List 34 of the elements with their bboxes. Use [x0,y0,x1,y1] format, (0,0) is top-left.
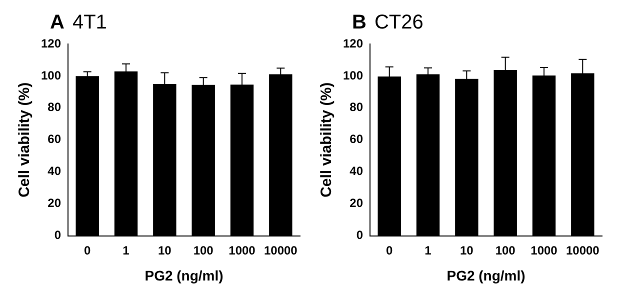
x-tick-label: 1000 [228,243,256,258]
y-axis-title: Cell viability (%) [318,82,336,198]
y-tick-label: 40 [350,164,364,178]
chart-title: CT26 [374,12,424,34]
chart-title: 4T1 [72,12,107,34]
x-tick-label: 10 [460,243,474,258]
y-tick-label: 60 [350,132,364,146]
y-tick-label: 0 [54,228,62,242]
text: A [50,12,64,34]
x-axis-title: PG2 (ng/ml) [446,267,526,284]
x-tick-label: 0 [386,243,394,258]
x-tick-label: 0 [84,243,92,258]
x-axis-title: PG2 (ng/ml) [144,267,224,284]
x-tick-label: 100 [495,243,516,258]
x-tick-label: 100 [193,243,214,258]
y-tick-label: 120 [342,36,364,50]
y-tick-label: 0 [356,228,364,242]
y-tick-label: 60 [48,132,62,146]
y-axis-title: Cell viability (%) [16,82,34,198]
x-tick-label: 10 [158,243,172,258]
x-tick-label: 1000 [530,243,558,258]
x-tick-label: 1 [122,243,130,258]
y-tick-label: 100 [342,68,364,82]
y-tick-label: 20 [350,196,364,210]
y-tick-label: 100 [40,68,62,82]
text: B [352,12,366,34]
x-tick-label: 1 [424,243,432,258]
y-tick-label: 20 [48,196,62,210]
y-tick-label: 120 [40,36,62,50]
x-tick-label: 10000 [566,243,600,258]
y-tick-label: 40 [48,164,62,178]
y-tick-label: 80 [48,100,62,114]
x-tick-label: 10000 [264,243,298,258]
y-tick-label: 80 [350,100,364,114]
